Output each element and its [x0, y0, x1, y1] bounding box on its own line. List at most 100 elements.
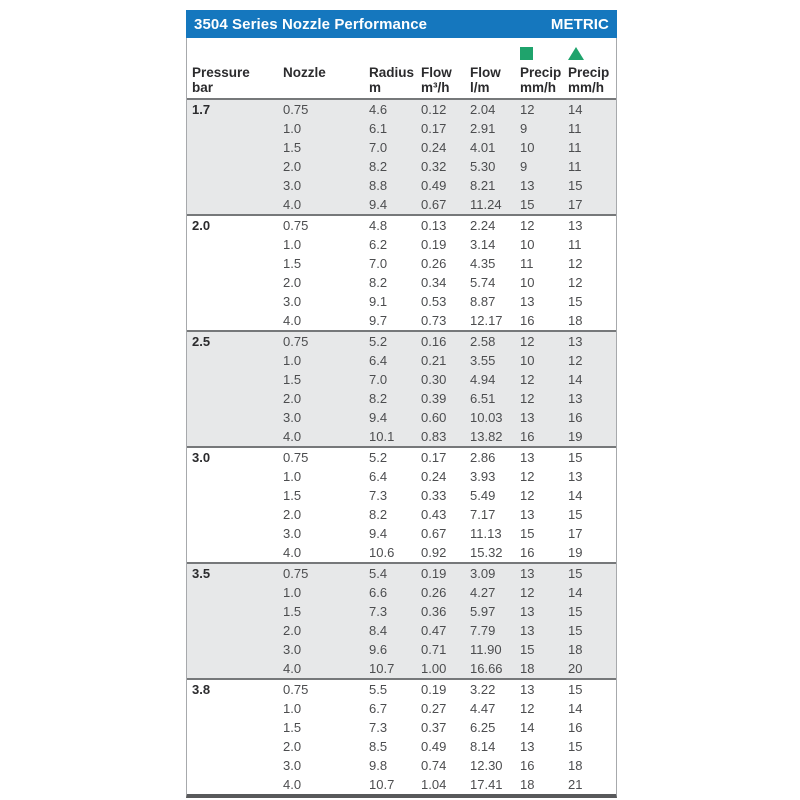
cell-flow-lm: 2.24: [470, 218, 496, 233]
cell-precip-square: 12: [520, 102, 535, 117]
table-row: 3.0 9.8 0.74 12.30 16 18: [187, 756, 616, 775]
table-row: 3.0 9.1 0.53 8.87 13 15: [187, 292, 616, 311]
table-row: 1.0 6.2 0.19 3.14 10 11: [187, 235, 616, 254]
cell-radius: 7.3: [369, 604, 388, 619]
cell-nozzle: 1.5: [283, 604, 302, 619]
cell-precip-triangle: 18: [568, 642, 583, 657]
column-label-line1: Precip: [520, 65, 562, 80]
cell-nozzle: 3.0: [283, 410, 302, 425]
cell-radius: 5.2: [369, 450, 388, 465]
table-row: 1.0 6.1 0.17 2.91 9 11: [187, 119, 616, 138]
cell-flow-m3h: 0.16: [421, 334, 447, 349]
table-row: 3.0 9.4 0.67 11.13 15 17: [187, 524, 616, 543]
table-row: 1.0 6.4 0.24 3.93 12 13: [187, 467, 616, 486]
column-label-line2: bar: [192, 80, 214, 95]
cell-flow-lm: 3.09: [470, 566, 496, 581]
cell-flow-m3h: 0.13: [421, 218, 447, 233]
cell-precip-triangle: 16: [568, 410, 583, 425]
cell-precip-triangle: 17: [568, 197, 583, 212]
cell-precip-triangle: 15: [568, 566, 583, 581]
cell-precip-triangle: 13: [568, 391, 583, 406]
cell-precip-triangle: 15: [568, 507, 583, 522]
table-row: 1.0 6.7 0.27 4.47 12 14: [187, 699, 616, 718]
cell-pressure: 3.0: [192, 450, 211, 465]
cell-nozzle: 4.0: [283, 429, 302, 444]
cell-precip-square: 13: [520, 410, 535, 425]
pressure-group-3.0: 3.0 0.75 5.2 0.17 2.86 13 15 1.0 6.4 0.24 3.93 12 13…: [187, 446, 616, 562]
cell-pressure: [187, 370, 280, 389]
cell-pressure: [187, 718, 280, 737]
cell-nozzle: 1.0: [283, 585, 302, 600]
cell-flow-m3h: 0.39: [421, 391, 447, 406]
cell-radius: 4.6: [369, 102, 388, 117]
cell-nozzle: 0.75: [283, 334, 309, 349]
cell-nozzle: 3.0: [283, 526, 302, 541]
cell-precip-triangle: 14: [568, 701, 583, 716]
cell-flow-lm: 7.17: [470, 507, 496, 522]
cell-pressure: 3.8: [192, 682, 211, 697]
cell-precip-square: 14: [520, 720, 535, 735]
cell-nozzle: 2.0: [283, 159, 302, 174]
cell-radius: 4.8: [369, 218, 388, 233]
cell-precip-square: 16: [520, 758, 535, 773]
cell-pressure: [187, 311, 280, 330]
cell-nozzle: 2.0: [283, 739, 302, 754]
cell-flow-lm: 15.32: [470, 545, 503, 560]
cell-flow-m3h: 0.26: [421, 256, 447, 271]
cell-flow-m3h: 0.24: [421, 140, 447, 155]
cell-precip-square: 13: [520, 178, 535, 193]
column-label-line1: Nozzle: [283, 65, 326, 80]
cell-flow-lm: 7.79: [470, 623, 496, 638]
green-square-icon: [520, 47, 533, 60]
cell-precip-square: 10: [520, 237, 535, 252]
table-row: 3.0 9.6 0.71 11.90 15 18: [187, 640, 616, 659]
cell-radius: 6.4: [369, 353, 388, 368]
cell-pressure: [187, 195, 280, 214]
cell-flow-m3h: 0.32: [421, 159, 447, 174]
cell-nozzle: 3.0: [283, 642, 302, 657]
cell-precip-square: 9: [520, 121, 528, 136]
cell-flow-lm: 3.14: [470, 237, 496, 252]
table-row: 4.0 10.7 1.00 16.66 18 20: [187, 659, 616, 678]
cell-nozzle: 1.0: [283, 701, 302, 716]
cell-pressure: [187, 524, 280, 543]
table-body: 1.7 0.75 4.6 0.12 2.04 12 14 1.0 6.1 0.17 2.91 9 11 1…: [186, 98, 617, 798]
table-row: 3.5 0.75 5.4 0.19 3.09 13 15: [187, 564, 616, 583]
cell-flow-lm: 10.03: [470, 410, 503, 425]
cell-radius: 10.7: [369, 777, 395, 792]
table-row: 2.5 0.75 5.2 0.16 2.58 12 13: [187, 332, 616, 351]
cell-flow-lm: 3.93: [470, 469, 496, 484]
cell-nozzle: 1.5: [283, 720, 302, 735]
cell-flow-lm: 4.27: [470, 585, 496, 600]
cell-nozzle: 4.0: [283, 777, 302, 792]
cell-precip-square: 13: [520, 566, 535, 581]
cell-flow-lm: 2.58: [470, 334, 496, 349]
cell-flow-m3h: 0.17: [421, 450, 447, 465]
cell-nozzle: 1.0: [283, 353, 302, 368]
table-row: 4.0 9.4 0.67 11.24 15 17: [187, 195, 616, 214]
cell-flow-m3h: 0.49: [421, 739, 447, 754]
cell-radius: 8.2: [369, 391, 388, 406]
cell-precip-square: 12: [520, 334, 535, 349]
cell-flow-m3h: 0.47: [421, 623, 447, 638]
cell-precip-square: 13: [520, 450, 535, 465]
cell-precip-triangle: 12: [568, 256, 583, 271]
cell-radius: 7.0: [369, 140, 388, 155]
cell-flow-m3h: 0.27: [421, 701, 447, 716]
cell-pressure: 3.5: [192, 566, 211, 581]
cell-pressure: [187, 119, 280, 138]
cell-flow-lm: 3.55: [470, 353, 496, 368]
cell-precip-triangle: 14: [568, 488, 583, 503]
cell-flow-lm: 8.87: [470, 294, 496, 309]
table-row: 3.8 0.75 5.5 0.19 3.22 13 15: [187, 680, 616, 699]
column-label-line1: Radius: [369, 65, 415, 80]
cell-flow-m3h: 0.49: [421, 178, 447, 193]
table-row: 2.0 8.2 0.34 5.74 10 12: [187, 273, 616, 292]
table-row: 3.0 9.4 0.60 10.03 13 16: [187, 408, 616, 427]
cell-pressure: [187, 235, 280, 254]
cell-flow-m3h: 0.17: [421, 121, 447, 136]
cell-flow-m3h: 0.12: [421, 102, 447, 117]
cell-radius: 8.2: [369, 507, 388, 522]
column-label-line1: Flow: [421, 65, 452, 80]
cell-radius: 8.5: [369, 739, 388, 754]
